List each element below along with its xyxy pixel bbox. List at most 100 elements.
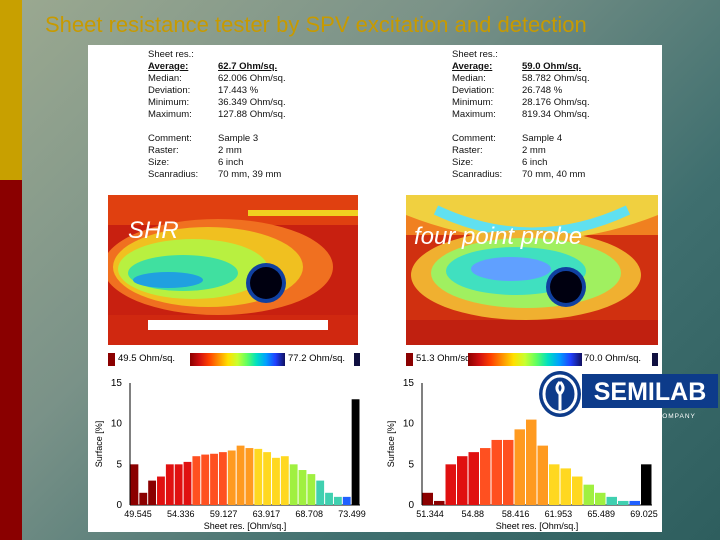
histogram-bar: [583, 484, 594, 505]
stats-row: Deviation: 26.748 %: [452, 85, 612, 97]
histogram-bar: [514, 429, 525, 505]
histogram-bar: [572, 476, 583, 505]
stats-value: 819.34 Ohm/sq.: [522, 109, 590, 120]
left-histogram: 15 10 5 0 Surface [%] 49.545 54.336 59.127 63.91…: [94, 378, 366, 531]
x-tick-label: 51.344: [416, 509, 444, 519]
left-color-scale: 49.5 Ohm/sq. 77.2 Ohm/sq.: [108, 352, 360, 368]
histogram-bar: [263, 452, 272, 505]
histogram-bar: [130, 464, 139, 505]
x-axis-label: Sheet res. [Ohm/sq.]: [496, 521, 579, 531]
histogram-bar: [298, 470, 307, 505]
stats-key: Scanradius:: [452, 169, 503, 180]
semilab-logo-image: SEMILAB A VIDEOTON COMPANY: [539, 371, 718, 420]
stats-key: [452, 121, 522, 133]
stats-row: Scanradius: 70 mm, 40 mm: [452, 169, 612, 181]
histogram-bar: [307, 474, 316, 505]
histogram-bar: [537, 445, 548, 505]
stats-key: Size:: [148, 157, 170, 168]
histogram-bar: [422, 492, 433, 505]
histogram-bar: [174, 464, 183, 505]
stats-row: Minimum: 36.349 Ohm/sq.: [148, 97, 308, 109]
histogram-bar: [503, 439, 514, 505]
stats-row: Average: 62.7 Ohm/sq.: [148, 61, 308, 73]
stats-row: Average: 59.0 Ohm/sq.: [452, 61, 612, 73]
stats-key: Deviation:: [148, 85, 191, 96]
stats-row: Scanradius: 70 mm, 39 mm: [148, 169, 308, 181]
stats-row: [148, 121, 308, 133]
stats-value: 59.0 Ohm/sq.: [522, 61, 582, 72]
stats-key: Maximum:: [452, 109, 496, 120]
stats-row: [452, 121, 612, 133]
x-axis-label: Sheet res. [Ohm/sq.]: [204, 521, 287, 531]
histogram-bar: [139, 492, 148, 505]
histogram-bar: [333, 496, 342, 505]
histogram-bar: [641, 464, 652, 505]
stats-row: Size: 6 inch: [452, 157, 612, 169]
stats-value: 26.748 %: [522, 85, 563, 96]
x-tick-label: 63.917: [253, 509, 281, 519]
right-resistance-map: four point probe: [406, 195, 658, 345]
histogram-bar: [445, 464, 456, 505]
left-stats-block: Sheet res.: Average: 62.7 Ohm/sq. Median: 62…: [148, 49, 308, 181]
stats-row: Deviation: 17.443 %: [148, 85, 308, 97]
right-stats-block: Sheet res.: Average: 59.0 Ohm/sq. Median: 58…: [452, 49, 612, 181]
stats-row: Comment: Sample 4: [452, 133, 612, 145]
stats-value: 127.88 Ohm/sq.: [218, 109, 286, 120]
histogram-bar: [480, 448, 491, 505]
right-map-label: four point probe: [414, 223, 583, 250]
y-tick-label: 15: [111, 378, 123, 389]
histogram-bar: [210, 453, 218, 505]
histogram-bar: [468, 452, 479, 505]
stats-value: 2 mm: [522, 145, 546, 156]
histogram-bar: [342, 496, 351, 505]
stats-row: Sheet res.:: [148, 49, 308, 61]
histogram-bar: [148, 480, 157, 505]
x-tick-label: 54.88: [462, 509, 485, 519]
stats-row: Minimum: 28.176 Ohm/sq.: [452, 97, 612, 109]
histogram-bar: [434, 500, 445, 505]
histogram-bar: [629, 500, 640, 505]
x-tick-label: 73.499: [338, 509, 366, 519]
x-tick-label: 69.025: [630, 509, 658, 519]
logo-wordmark: SEMILAB: [594, 378, 707, 406]
stats-value: [218, 49, 308, 61]
stats-value: [522, 121, 612, 133]
histogram-bar: [165, 464, 174, 505]
y-tick-label: 5: [408, 459, 414, 470]
stats-value: Sample 3: [218, 133, 259, 144]
right-color-scale: 51.3 Ohm/sq. 70.0 Ohm/sq.: [406, 352, 658, 368]
stats-value: 2 mm: [218, 145, 242, 156]
left-map-image: [108, 195, 358, 345]
stats-key: Size:: [452, 157, 474, 168]
x-tick-label: 68.708: [295, 509, 323, 519]
stats-value: 62.006 Ohm/sq.: [218, 73, 286, 84]
stats-key: Sheet res.:: [452, 49, 498, 60]
stats-key: Minimum:: [452, 97, 494, 108]
stats-value: 36.349 Ohm/sq.: [218, 97, 286, 108]
histogram-bar: [316, 480, 325, 505]
histogram-bar: [491, 439, 502, 505]
stats-row: Size: 6 inch: [148, 157, 308, 169]
histogram-bar: [549, 464, 560, 505]
y-tick-label: 10: [111, 419, 123, 430]
stats-row: Maximum: 819.34 Ohm/sq.: [452, 109, 612, 121]
y-tick-label: 5: [116, 459, 122, 470]
stats-value: [522, 49, 612, 61]
stats-value: 28.176 Ohm/sq.: [522, 97, 590, 108]
stats-key: Median:: [148, 73, 182, 84]
stats-key: Raster:: [452, 145, 483, 156]
stats-key: Comment:: [452, 133, 496, 144]
left-scale-max: 77.2 Ohm/sq.: [288, 353, 346, 364]
stats-key: Average:: [148, 61, 189, 72]
histogram-bar: [201, 454, 210, 505]
stats-value: 62.7 Ohm/sq.: [218, 61, 278, 72]
left-scale-min: 49.5 Ohm/sq.: [118, 353, 176, 364]
histogram-bar: [289, 464, 298, 505]
stats-row: Comment: Sample 3: [148, 133, 308, 145]
stats-value: 6 inch: [218, 157, 244, 168]
accent-band-top: [0, 0, 22, 180]
histogram-bar: [280, 456, 289, 505]
left-map-label: SHR: [128, 217, 179, 244]
stats-key: Average:: [452, 61, 493, 72]
stats-value: 70 mm, 40 mm: [522, 169, 586, 180]
